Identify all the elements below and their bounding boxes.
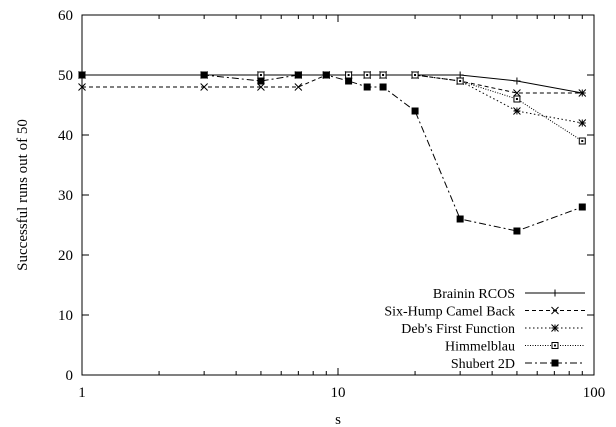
data-point-center — [382, 74, 385, 76]
data-point — [345, 77, 353, 85]
x-tick-label: 1 — [78, 385, 86, 401]
y-tick-label: 30 — [58, 188, 73, 204]
series-line — [82, 74, 583, 94]
y-tick-label: 10 — [58, 308, 73, 324]
data-point — [456, 215, 464, 223]
y-axis-label: Successful runs out of 50 — [15, 119, 31, 271]
legend-marker — [551, 359, 559, 367]
plot-frame — [81, 14, 595, 376]
data-point — [513, 89, 521, 97]
x-axis-label: s — [335, 412, 341, 427]
series-4 — [78, 71, 586, 235]
data-point-center — [347, 74, 350, 76]
data-point — [578, 89, 587, 97]
data-point-center — [581, 140, 584, 142]
x-tick-label: 100 — [583, 385, 606, 401]
data-point — [379, 83, 387, 91]
data-point — [257, 77, 265, 85]
data-point-center — [459, 80, 462, 82]
y-tick-label: 50 — [58, 68, 73, 84]
data-point — [578, 203, 586, 211]
data-point — [578, 119, 587, 127]
data-point — [200, 71, 208, 79]
legend-item: Six-Hump Camel Back — [384, 305, 585, 320]
legend-label: Deb's First Function — [401, 322, 515, 337]
legend-marker — [551, 324, 559, 332]
data-point — [78, 71, 86, 79]
data-point — [456, 71, 464, 79]
series-line — [82, 74, 583, 142]
series-3 — [78, 71, 586, 145]
legend-label: Shubert 2D — [451, 357, 515, 372]
legend-marker-center — [554, 344, 556, 347]
y-tick-label: 20 — [58, 248, 73, 264]
legend-item: Deb's First Function — [401, 322, 585, 337]
data-point — [363, 83, 371, 91]
data-point — [257, 83, 265, 91]
data-point-center — [259, 74, 262, 76]
y-tick-label: 0 — [66, 368, 74, 384]
data-point — [513, 227, 521, 235]
data-point — [294, 71, 302, 79]
legend-item: Brainin RCOS — [433, 287, 585, 302]
legend-item: Shubert 2D — [451, 357, 585, 372]
legend-item: Himmelblau — [445, 340, 585, 355]
series-line — [82, 74, 583, 124]
x-tick-label: 10 — [331, 385, 346, 401]
legend-label: Brainin RCOS — [433, 287, 515, 302]
legend: Brainin RCOS Six-Hump Camel Back Deb's Fir… — [384, 287, 585, 372]
legend-marker — [551, 306, 559, 315]
data-point-center — [366, 74, 369, 76]
data-point-center — [414, 74, 417, 76]
series-line — [82, 74, 583, 232]
data-point — [200, 83, 208, 91]
legend-label: Himmelblau — [445, 340, 515, 355]
data-point — [513, 107, 521, 115]
data-point — [294, 83, 303, 91]
data-point-center — [515, 98, 518, 100]
legend-marker — [551, 289, 559, 297]
data-point — [411, 107, 419, 115]
data-point — [322, 71, 330, 79]
y-tick-label: 60 — [58, 8, 73, 24]
y-tick-label: 40 — [58, 128, 73, 144]
data-point — [513, 77, 521, 85]
data-point — [78, 83, 86, 91]
series-layer — [78, 71, 587, 235]
series-line — [82, 74, 583, 94]
legend-label: Six-Hump Camel Back — [384, 305, 515, 320]
axis-ticks: 0 10 20 30 40 50 60 1 10 100 — [58, 8, 605, 401]
